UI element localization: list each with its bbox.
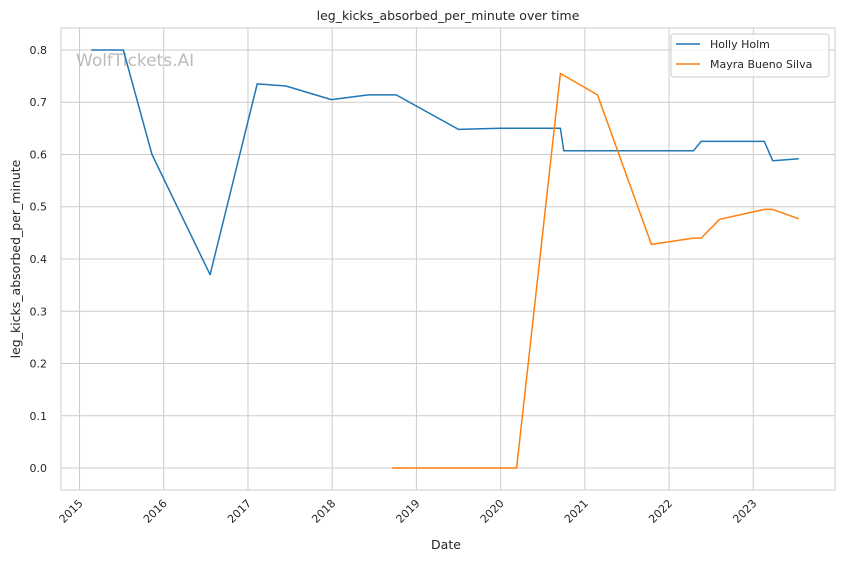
legend-label-holly-holm: Holly Holm [710, 38, 770, 51]
y-tick-label: 0.0 [30, 462, 48, 475]
legend: Holly Holm Mayra Bueno Silva [670, 33, 830, 78]
x-tick-label: 2023 [730, 497, 759, 526]
y-tick-label: 0.7 [30, 96, 48, 109]
y-tick-label: 0.4 [30, 253, 48, 266]
y-tick-label: 0.8 [30, 44, 48, 57]
y-tick-label: 0.1 [30, 410, 48, 423]
chart-title: leg_kicks_absorbed_per_minute over time [317, 8, 580, 23]
series-lines [91, 49, 800, 469]
grid [61, 28, 835, 490]
series-line-holly-holm [91, 49, 799, 276]
watermark: WolfTickets.AI [76, 51, 194, 71]
x-tick-label: 2015 [57, 497, 86, 526]
legend-label-mayra-bueno-silva: Mayra Bueno Silva [710, 58, 812, 71]
legend-box [670, 33, 830, 78]
y-ticks: 0.0 0.1 0.2 0.3 0.4 0.5 0.6 0.7 0.8 [30, 44, 48, 475]
x-tick-label: 2016 [141, 497, 170, 526]
x-tick-label: 2017 [225, 497, 254, 526]
x-ticks: 2015 2016 2017 2018 2019 2020 2021 2022 2023 [57, 497, 760, 526]
x-tick-label: 2020 [478, 497, 507, 526]
y-axis-label: leg_kicks_absorbed_per_minute [8, 159, 23, 358]
y-tick-label: 0.5 [30, 201, 48, 214]
x-tick-label: 2021 [562, 497, 591, 526]
x-tick-label: 2019 [394, 497, 423, 526]
x-tick-label: 2018 [309, 497, 338, 526]
x-axis-label: Date [431, 537, 461, 552]
x-tick-label: 2022 [646, 497, 675, 526]
plot-frame [60, 27, 836, 491]
y-tick-label: 0.2 [30, 358, 48, 371]
y-tick-label: 0.6 [30, 148, 48, 161]
y-tick-label: 0.3 [30, 305, 48, 318]
series-line-mayra-bueno-silva [392, 72, 800, 469]
